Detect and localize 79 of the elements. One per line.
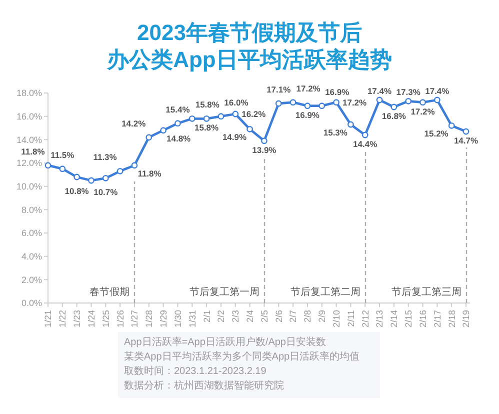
xtick: 2/7 <box>288 310 298 323</box>
xtick: 2/16 <box>418 310 428 328</box>
xtick: 1/24 <box>86 310 96 328</box>
xtick: 2/11 <box>346 310 356 327</box>
xtick: 1/28 <box>144 310 154 328</box>
ytick: 14.0% <box>16 134 42 145</box>
value-label: 16.0% <box>224 97 248 108</box>
title: 2023年春节假期及节后 <box>137 20 362 45</box>
xtick: 2/14 <box>389 310 400 328</box>
value-label: 14.7% <box>454 136 478 146</box>
value-label: 16.9% <box>295 110 320 120</box>
value-label: 15.8% <box>194 122 219 133</box>
note: 数据分析：杭州西湖数据智能研究院 <box>124 380 284 392</box>
xtick: 2/6 <box>274 310 284 323</box>
note: 某类App日平均活跃率为多个同类App日活跃率的均值 <box>124 352 360 362</box>
ytick: 16.0% <box>16 112 42 122</box>
ref-label: 节后复工第三周 <box>392 287 462 298</box>
xtick: 2/15 <box>404 310 414 328</box>
ref-label: 节后复工第二周 <box>290 287 360 298</box>
note: 取数时间：2023.1.21-2023.2.19 <box>124 366 266 377</box>
xtick: 1/31 <box>187 310 198 328</box>
xtick: 2/4 <box>245 310 255 323</box>
value-label: 15.4% <box>166 104 190 114</box>
xtick: 2/10 <box>331 310 342 328</box>
ytick: 6.0% <box>21 228 42 238</box>
value-label: 16.9% <box>325 86 350 97</box>
xtick: 1/30 <box>172 310 183 328</box>
value-label: 17.4% <box>367 86 392 96</box>
value-label: 10.8% <box>64 186 89 196</box>
value-label: 17.4% <box>425 86 450 96</box>
ytick: 12.0% <box>16 158 42 168</box>
value-label: 11.8% <box>21 146 45 156</box>
value-label: 14.2% <box>122 118 146 128</box>
xtick: 2/19 <box>461 310 472 328</box>
xtick: 2/2 <box>216 310 226 323</box>
value-label: 11.8% <box>138 168 162 178</box>
value-label: 11.3% <box>93 152 117 162</box>
ytick: 8.0% <box>21 204 42 215</box>
value-label: 15.3% <box>323 128 348 138</box>
ref-label: 春节假期 <box>90 287 130 298</box>
ytick: 2.0% <box>21 274 42 285</box>
value-label: 17.2% <box>342 97 367 108</box>
xtick: 2/5 <box>259 310 270 323</box>
xtick: 2/18 <box>446 310 457 328</box>
value-label: 17.2% <box>410 106 435 116</box>
value-label: 14.9% <box>222 132 247 142</box>
subtitle: 办公类App日平均活跃率趋势 <box>107 47 392 72</box>
value-label: 11.5% <box>50 150 74 160</box>
xtick: 2/12 <box>360 310 370 328</box>
value-label: 17.1% <box>266 84 291 94</box>
xtick: 1/23 <box>72 310 82 328</box>
xtick: 1/22 <box>58 310 68 328</box>
xtick: 1/25 <box>100 310 111 328</box>
value-label: 15.8% <box>195 100 220 110</box>
ytick: 18.0% <box>16 88 42 98</box>
xtick: 2/3 <box>230 310 241 323</box>
value-label: 17.2% <box>296 83 320 94</box>
ref-label: 节后复工第一周 <box>190 287 260 298</box>
ytick: 0.0% <box>21 298 42 308</box>
xtick: 1/27 <box>130 310 140 328</box>
value-label: 16.8% <box>382 111 406 121</box>
ytick: 10.0% <box>16 182 42 192</box>
xtick: 2/17 <box>432 310 442 328</box>
xtick: 2/1 <box>202 310 212 323</box>
xtick: 2/13 <box>374 310 385 328</box>
xtick: 1/26 <box>115 310 126 328</box>
xtick: 1/21 <box>43 310 54 328</box>
note: App日活跃率=App日活跃用户数/App日安装数 <box>124 337 326 348</box>
xtick: 2/9 <box>317 310 328 323</box>
value-label: 16.2% <box>242 109 266 119</box>
xtick: 1/29 <box>158 310 168 328</box>
value-label: 10.7% <box>94 187 118 198</box>
ytick: 4.0% <box>21 252 42 262</box>
value-label: 14.4% <box>353 139 378 149</box>
xtick: 2/8 <box>302 310 313 323</box>
value-label: 15.2% <box>424 128 448 139</box>
value-label: 17.3% <box>396 87 420 98</box>
value-label: 14.8% <box>166 133 191 144</box>
value-label: 13.9% <box>252 144 276 155</box>
